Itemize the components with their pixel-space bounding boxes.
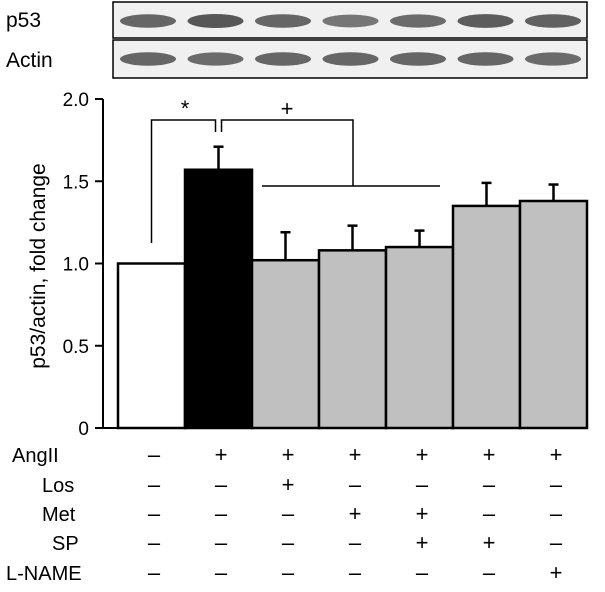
treatment-table: AngII – + + + + + + Los – – + – – – – Met – – – + + – – SP – – – – + +… [6, 442, 563, 585]
treatment-cell: – [148, 501, 161, 526]
treatment-cell: – [282, 560, 295, 585]
treatment-label: SP [52, 533, 79, 555]
treatment-cell: – [483, 472, 496, 497]
treatment-label: Los [42, 475, 74, 497]
significance-brackets: * + [150, 96, 440, 243]
y-tick-label: 0.5 [63, 337, 89, 358]
p53-band [255, 14, 311, 28]
y-tick-label: 1.5 [63, 172, 89, 193]
p53-band [525, 14, 581, 28]
actin-band [120, 52, 176, 66]
p53-band [187, 14, 244, 28]
blot-label-actin: Actin [6, 49, 53, 72]
p53-band [390, 14, 446, 28]
treatment-cell: + [215, 442, 228, 467]
treatment-cell: – [349, 472, 362, 497]
bar [384, 245, 455, 430]
bar [116, 262, 187, 430]
bar [317, 249, 388, 430]
treatment-cell: + [416, 530, 429, 555]
blot-label-p53: p53 [6, 9, 41, 32]
bar-chart: p53/actin, fold change 00.51.01.52.0 * + [27, 90, 589, 440]
sig-symbol-star: * [181, 96, 190, 121]
blot-bands [120, 14, 581, 66]
p53-band [120, 14, 176, 28]
treatment-cell: – [215, 530, 228, 555]
treatment-cell: – [349, 560, 362, 585]
actin-band [390, 52, 446, 66]
treatment-label: L-NAME [6, 563, 82, 585]
actin-band [255, 52, 311, 66]
treatment-cell: – [349, 530, 362, 555]
treatment-cell: + [550, 442, 563, 467]
treatment-cell: – [215, 472, 228, 497]
treatment-cell: – [148, 560, 161, 585]
treatment-cell: – [483, 501, 496, 526]
treatment-cell: + [483, 442, 496, 467]
treatment-cell: – [148, 442, 161, 467]
sig-bracket-star [150, 119, 217, 243]
treatment-cell: – [282, 530, 295, 555]
treatment-cell: + [349, 501, 362, 526]
y-tick-label: 1.0 [63, 255, 89, 276]
actin-band [525, 52, 581, 66]
treatment-cell: + [550, 560, 563, 585]
y-axis-title: p53/actin, fold change [27, 163, 50, 369]
actin-band [457, 52, 514, 66]
error-bars [213, 145, 559, 261]
treatment-cell: – [148, 530, 161, 555]
sig-symbol-plus: + [281, 96, 294, 121]
bar [518, 199, 589, 430]
treatment-cell: – [550, 472, 563, 497]
p53-band [322, 14, 379, 28]
treatment-cell: + [483, 530, 496, 555]
treatment-label: Met [42, 504, 76, 526]
treatment-label: AngII [12, 445, 59, 467]
treatment-cell: + [349, 442, 362, 467]
western-blot-panel: p53 Actin [6, 1, 588, 79]
y-axis: 0 0.5 1.0 1.5 2.0 [63, 90, 104, 440]
treatment-cell: + [416, 442, 429, 467]
sig-bracket-plus [220, 119, 354, 186]
treatment-cell: – [215, 501, 228, 526]
bar [451, 204, 522, 430]
treatment-cell: + [282, 442, 295, 467]
bar [250, 258, 321, 430]
treatment-cell: – [550, 530, 563, 555]
y-tick-label: 2.0 [63, 90, 89, 111]
bars [116, 168, 589, 430]
treatment-cell: – [416, 472, 429, 497]
treatment-cell: – [483, 560, 496, 585]
p53-band [457, 14, 514, 28]
actin-band [187, 52, 244, 66]
treatment-cell: – [416, 560, 429, 585]
treatment-cell: – [148, 472, 161, 497]
bar [183, 168, 254, 430]
treatment-cell: – [282, 501, 295, 526]
treatment-cell: + [416, 501, 429, 526]
treatment-cell: – [550, 501, 563, 526]
treatment-cell: – [215, 560, 228, 585]
actin-band [322, 52, 379, 66]
treatment-cell: + [282, 472, 295, 497]
y-tick-label: 0 [78, 419, 89, 440]
